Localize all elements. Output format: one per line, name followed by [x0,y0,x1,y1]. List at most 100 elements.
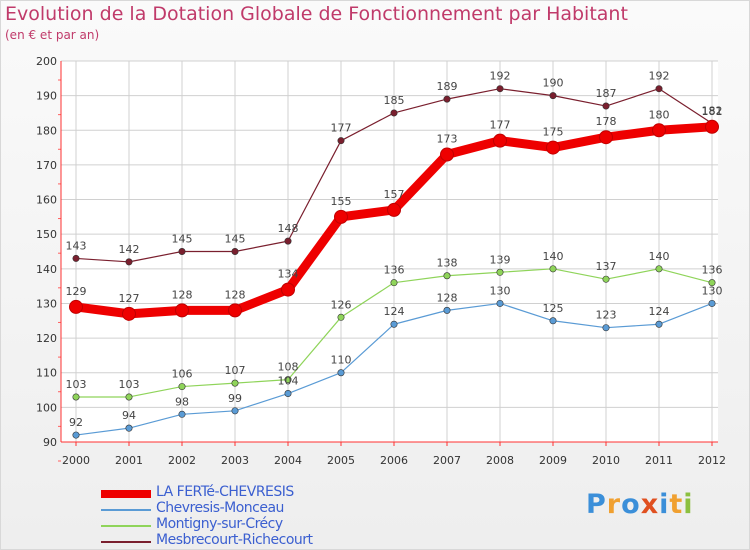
data-label-chevresis-monceau: 125 [543,302,564,315]
logo-letter: x [640,489,660,520]
data-point-mesbrecourt-richecourt [655,85,663,93]
data-label-chevresis-monceau: 123 [596,309,617,322]
data-label-la-ferte-chevresis: 173 [437,133,458,146]
data-point-la-ferte-chevresis [440,147,454,162]
x-tick-label: 2002 [168,454,196,467]
data-point-chevresis-monceau [602,324,610,332]
data-label-montigny-sur-crecy: 137 [596,260,617,273]
x-tick-label: 2000 [62,454,90,467]
data-label-mesbrecourt-richecourt: 143 [66,239,87,252]
y-tick-label: 140 [36,263,57,276]
data-label-montigny-sur-crecy: 103 [119,378,140,391]
legend-swatch [101,490,151,498]
data-label-chevresis-monceau: 130 [702,284,723,297]
legend-label: Chevresis-Monceau [156,500,284,516]
logo-letter: o [621,489,641,520]
x-tick-label: 2003 [221,454,249,467]
data-label-chevresis-monceau: 110 [331,354,352,367]
data-point-mesbrecourt-richecourt [602,102,610,110]
data-label-la-ferte-chevresis: 175 [543,126,564,139]
data-label-chevresis-monceau: 124 [384,305,405,318]
data-point-montigny-sur-crecy [72,393,80,401]
x-tick-label: 2004 [274,454,302,467]
y-tick-label: 100 [36,401,57,414]
data-label-chevresis-monceau: 94 [122,409,136,422]
data-point-montigny-sur-crecy [125,393,133,401]
y-tick-label: 120 [36,332,57,345]
data-point-chevresis-monceau [72,431,80,439]
y-axis-ticks: 90 100 110 120 130 140 150 160 170 180 190 200 [36,55,57,449]
plot-area [61,61,718,442]
data-point-mesbrecourt-richecourt [337,137,345,145]
data-point-la-ferte-chevresis [599,130,613,145]
data-label-chevresis-monceau: 99 [228,392,242,405]
data-label-montigny-sur-crecy: 106 [172,368,193,381]
data-label-la-ferte-chevresis: 129 [66,285,87,298]
data-label-chevresis-monceau: 128 [437,291,458,304]
x-tick-label: 2010 [592,454,620,467]
x-tick-label: 2008 [486,454,514,467]
data-label-chevresis-monceau: 130 [490,284,511,297]
y-tick-label: 180 [36,124,57,137]
data-point-mesbrecourt-richecourt [443,95,451,103]
data-label-la-ferte-chevresis: 134 [278,268,299,281]
chart-title: Evolution de la Dotation Globale de Fonc… [5,3,628,25]
data-label-montigny-sur-crecy: 108 [278,361,299,374]
legend-swatch [101,509,151,511]
x-tick-label: 2005 [327,454,355,467]
data-label-montigny-sur-crecy: 136 [384,264,405,277]
logo-letter: r [606,489,622,520]
x-tick-label: 2012 [698,454,726,467]
x-tick-label: 2006 [380,454,408,467]
y-tick-label: 90 [43,436,57,449]
data-label-chevresis-monceau: 92 [69,416,83,429]
y-tick-label: 110 [36,367,57,380]
x-tick-label: 2011 [645,454,673,467]
data-point-mesbrecourt-richecourt [125,258,133,266]
data-point-chevresis-monceau [178,410,186,418]
data-point-mesbrecourt-richecourt [72,254,80,262]
data-label-la-ferte-chevresis: 177 [490,119,511,132]
data-label-mesbrecourt-richecourt: 142 [119,243,140,256]
data-point-la-ferte-chevresis [546,140,560,155]
data-point-la-ferte-chevresis [652,123,666,138]
x-tick-label: 2001 [115,454,143,467]
data-label-montigny-sur-crecy: 103 [66,378,87,391]
data-point-la-ferte-chevresis [493,133,507,148]
data-point-la-ferte-chevresis [705,119,719,134]
data-point-chevresis-monceau [125,424,133,432]
data-label-mesbrecourt-richecourt: 145 [225,233,246,246]
grid [61,60,718,443]
data-point-montigny-sur-crecy [496,268,504,276]
data-point-montigny-sur-crecy [390,279,398,287]
data-point-la-ferte-chevresis [281,282,295,297]
data-label-chevresis-monceau: 124 [649,305,670,318]
data-label-montigny-sur-crecy: 107 [225,364,246,377]
legend-label: Montigny-sur-Crécy [156,516,283,532]
data-point-chevresis-monceau [231,407,239,415]
data-point-chevresis-monceau [284,390,292,398]
data-label-mesbrecourt-richecourt: 187 [596,87,617,100]
y-tick-label: 200 [36,55,57,68]
data-label-la-ferte-chevresis: 128 [225,288,246,301]
logo-letter: i [659,489,670,520]
y-tick-label: 190 [36,90,57,103]
data-point-mesbrecourt-richecourt [284,237,292,245]
proxiti-logo: Proxiti [586,489,694,520]
logo-letter: P [586,489,607,520]
data-point-montigny-sur-crecy [178,383,186,391]
data-label-montigny-sur-crecy: 126 [331,298,352,311]
data-point-chevresis-monceau [549,317,557,325]
data-label-mesbrecourt-richecourt: 190 [543,77,564,90]
data-label-la-ferte-chevresis: 181 [702,105,723,118]
x-tick-label: 2009 [539,454,567,467]
data-point-montigny-sur-crecy [602,275,610,283]
data-label-mesbrecourt-richecourt: 192 [490,70,511,83]
data-point-mesbrecourt-richecourt [496,85,504,93]
data-label-chevresis-monceau: 98 [175,395,189,408]
data-point-montigny-sur-crecy [231,379,239,387]
data-point-montigny-sur-crecy [655,265,663,273]
y-tick-label: 150 [36,228,57,241]
data-point-chevresis-monceau [443,306,451,314]
